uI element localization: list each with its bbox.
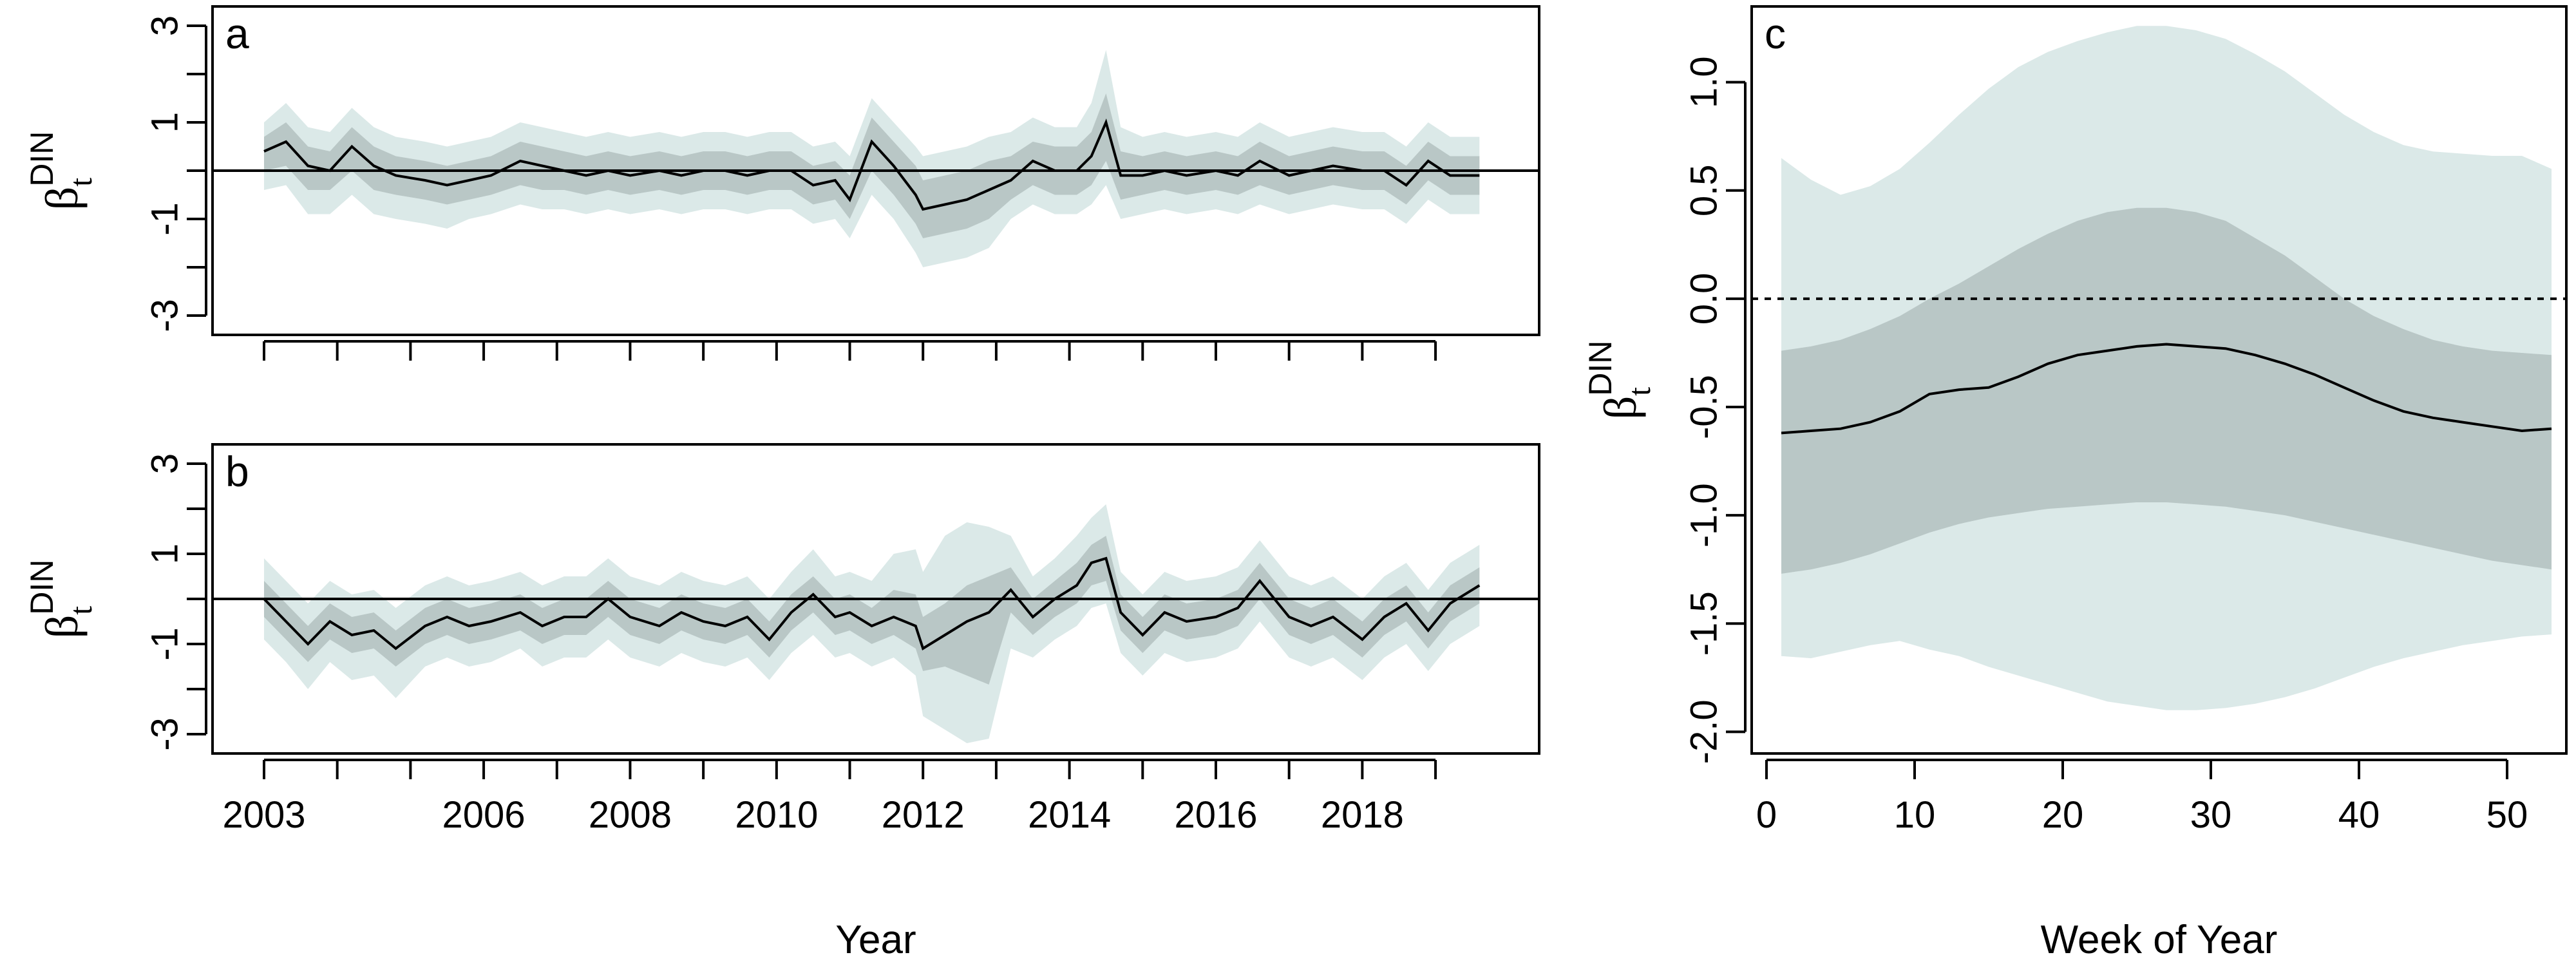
y-axis-title-sup: DIN	[24, 560, 60, 615]
y-tick-label: -3	[144, 299, 185, 332]
y-axis-title-sub: t	[62, 606, 99, 615]
y-tick-label: -1.5	[1683, 591, 1725, 656]
y-tick-label: 3	[144, 453, 185, 474]
y-tick-label: -1	[144, 202, 185, 236]
x-tick-label: 30	[2190, 794, 2232, 836]
y-axis-title-sup: DIN	[24, 131, 60, 187]
y-tick-label: 0.0	[1683, 273, 1725, 325]
x-axis-title: Year	[835, 918, 916, 962]
x-tick-label: 2006	[442, 794, 526, 836]
x-tick-label: 2010	[735, 794, 818, 836]
y-axis-title-symbol: β	[36, 615, 88, 639]
panel-label: c	[1765, 10, 1786, 57]
y-tick-label: 1.0	[1683, 56, 1725, 108]
y-axis-title: βtDIN	[24, 131, 99, 211]
x-tick-label: 2018	[1321, 794, 1404, 836]
panel-label: a	[225, 10, 249, 57]
plot-frame	[211, 443, 1540, 755]
y-axis-title-sub: t	[1621, 387, 1657, 396]
y-tick-label: -1.0	[1683, 483, 1725, 547]
panel-c: -2.0 -1.5 -1.0 -0.5 0.0 0.5 1.0 0 10 20 30 40 50 Week…	[1582, 5, 2568, 962]
x-tick-label: 2016	[1174, 794, 1257, 836]
y-axis-title-sub: t	[62, 178, 99, 187]
x-tick-label: 0	[1756, 794, 1777, 836]
x-tick-label: 2014	[1028, 794, 1111, 836]
panel-label: b	[225, 448, 249, 495]
x-tick-label: 2012	[882, 794, 965, 836]
x-tick-label: 2003	[222, 794, 305, 836]
y-axis-title-symbol: β	[36, 187, 88, 211]
x-axis-title: Week of Year	[2041, 918, 2278, 962]
mean-series-line	[263, 556, 1481, 651]
mean-series-line	[1781, 343, 2552, 435]
y-axis-title-symbol: β	[1595, 396, 1646, 420]
x-tick-label: 2008	[589, 794, 672, 836]
y-axis-title: βtDIN	[24, 560, 99, 639]
x-tick-label: 50	[2486, 794, 2528, 836]
x-tick-label: 20	[2042, 794, 2084, 836]
y-tick-label: -1	[144, 627, 185, 661]
y-tick-label: 0.5	[1683, 164, 1725, 216]
y-tick-label: 1	[144, 544, 185, 564]
plot-frame	[211, 5, 1540, 336]
y-axis-title-sup: DIN	[1582, 341, 1618, 396]
y-tick-label: -2.0	[1683, 699, 1725, 764]
panel-b: -3 -1 1 3 2003 2006 2008 2010 2012 2014 2016 2018 Ye…	[24, 443, 1540, 962]
x-tick-label: 40	[2338, 794, 2380, 836]
plot-frame	[1750, 5, 2568, 755]
y-tick-label: 3	[144, 15, 185, 36]
mean-series-line	[263, 118, 1480, 211]
credible-band-50	[264, 536, 1480, 685]
y-axis-title: βtDIN	[1582, 341, 1657, 420]
y-tick-label: -0.5	[1683, 375, 1725, 439]
x-tick-label: 10	[1894, 794, 1936, 836]
credible-band-50	[264, 93, 1480, 238]
y-tick-label: 1	[144, 112, 185, 133]
y-tick-label: -3	[144, 717, 185, 751]
panel-a: -3 -1 1 3 a βtDIN	[24, 5, 1540, 361]
